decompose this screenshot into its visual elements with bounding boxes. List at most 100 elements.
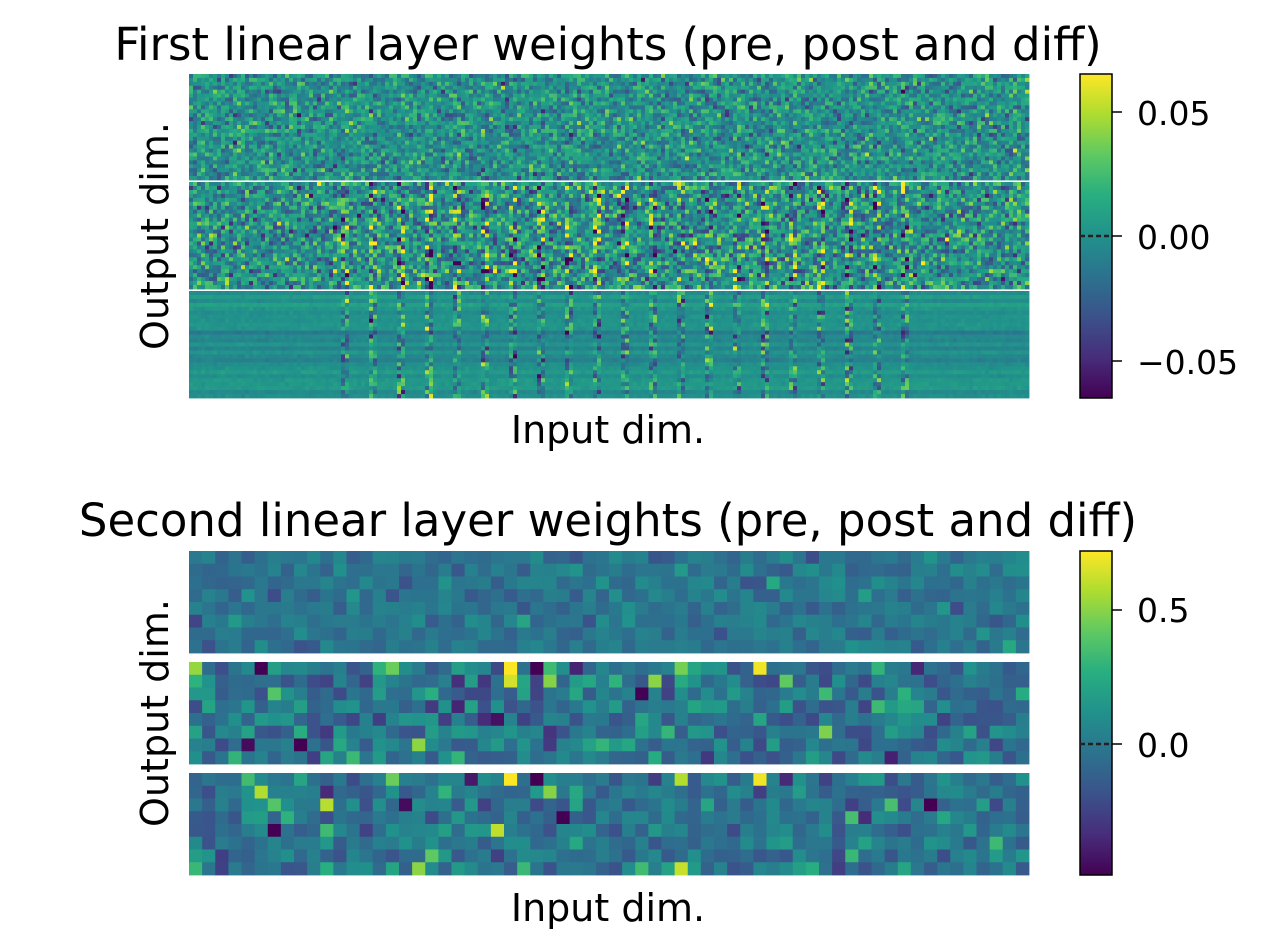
heatmap-cell bbox=[293, 117, 298, 122]
heatmap-cell bbox=[861, 77, 866, 83]
heatmap-cell bbox=[1021, 89, 1026, 95]
heatmap-cell bbox=[593, 148, 598, 153]
heatmap-cell bbox=[557, 97, 562, 102]
heatmap-cell bbox=[809, 128, 814, 134]
heatmap-cell bbox=[229, 152, 234, 157]
heatmap-cell bbox=[989, 113, 994, 118]
heatmap-cell bbox=[513, 101, 518, 106]
heatmap-cell bbox=[685, 74, 690, 79]
heatmap-cell bbox=[717, 113, 722, 118]
heatmap-cell bbox=[245, 125, 250, 130]
heatmap-cell bbox=[297, 81, 302, 87]
heatmap-cell bbox=[197, 89, 202, 95]
heatmap-cell bbox=[333, 89, 338, 95]
heatmap-cell bbox=[329, 148, 334, 153]
heatmap-cell bbox=[677, 113, 682, 118]
heatmap-cell bbox=[1001, 81, 1006, 87]
heatmap-cell bbox=[301, 89, 306, 95]
heatmap-cell bbox=[261, 85, 266, 91]
heatmap-cell bbox=[481, 148, 486, 153]
heatmap-cell bbox=[393, 113, 398, 118]
heatmap-cell bbox=[525, 121, 530, 126]
heatmap-cell bbox=[281, 132, 286, 138]
heatmap-cell bbox=[841, 85, 846, 91]
heatmap-cell bbox=[233, 74, 238, 79]
heatmap-cell bbox=[789, 164, 794, 169]
heatmap-cell bbox=[689, 152, 694, 157]
heatmap-cell bbox=[521, 85, 526, 91]
heatmap-cell bbox=[625, 148, 630, 153]
heatmap-cell bbox=[229, 105, 234, 110]
heatmap-cell bbox=[765, 97, 770, 102]
heatmap-cell bbox=[405, 125, 410, 130]
heatmap-cell bbox=[225, 152, 230, 157]
heatmap-cell bbox=[569, 89, 574, 95]
heatmap-cell bbox=[421, 156, 426, 161]
heatmap-cell bbox=[901, 101, 906, 106]
heatmap-cell bbox=[493, 117, 498, 122]
heatmap-cell bbox=[801, 132, 806, 138]
heatmap-cell bbox=[701, 144, 706, 149]
heatmap-cell bbox=[289, 101, 294, 106]
heatmap-cell bbox=[333, 113, 338, 118]
heatmap-cell bbox=[917, 160, 922, 165]
heatmap-cell bbox=[961, 77, 966, 83]
heatmap-cell bbox=[357, 152, 362, 157]
heatmap-cell bbox=[861, 113, 866, 118]
heatmap-cell bbox=[881, 160, 886, 165]
heatmap-cell bbox=[673, 144, 678, 149]
heatmap-cell bbox=[429, 136, 434, 142]
heatmap-cell bbox=[809, 105, 814, 110]
heatmap-cell bbox=[997, 93, 1002, 98]
heatmap-cell bbox=[737, 121, 742, 126]
heatmap-cell bbox=[625, 121, 630, 126]
heatmap-cell bbox=[485, 148, 490, 153]
heatmap-cell bbox=[673, 121, 678, 126]
heatmap-cell bbox=[325, 164, 330, 169]
heatmap-cell bbox=[837, 85, 842, 91]
heatmap-cell bbox=[909, 77, 914, 83]
heatmap-cell bbox=[257, 89, 262, 95]
heatmap-cell bbox=[885, 109, 890, 114]
heatmap-cell bbox=[1021, 128, 1026, 134]
heatmap-cell bbox=[457, 101, 462, 106]
heatmap-cell bbox=[621, 77, 626, 83]
heatmap-cell bbox=[689, 125, 694, 130]
heatmap-cell bbox=[705, 156, 710, 161]
heatmap-cell bbox=[341, 132, 346, 138]
heatmap-cell bbox=[829, 97, 834, 102]
heatmap-cell bbox=[209, 93, 214, 98]
heatmap-cell bbox=[809, 164, 814, 169]
heatmap-cell bbox=[885, 81, 890, 87]
heatmap-cell bbox=[717, 109, 722, 114]
heatmap-cell bbox=[233, 156, 238, 161]
heatmap-cell bbox=[189, 128, 194, 134]
heatmap-cell bbox=[493, 148, 498, 153]
heatmap-cell bbox=[273, 74, 278, 79]
heatmap-cell bbox=[561, 113, 566, 118]
heatmap-cell bbox=[505, 148, 510, 153]
heatmap-cell bbox=[361, 85, 366, 91]
heatmap-cell bbox=[901, 113, 906, 118]
heatmap-cell bbox=[593, 136, 598, 142]
heatmap-cell bbox=[653, 109, 658, 114]
heatmap-area bbox=[189, 74, 1030, 399]
heatmap-cell bbox=[957, 128, 962, 134]
heatmap-cell bbox=[965, 77, 970, 83]
heatmap-cell bbox=[465, 140, 470, 146]
heatmap-cell bbox=[649, 85, 654, 91]
heatmap-cell bbox=[489, 117, 494, 122]
heatmap-cell bbox=[869, 128, 874, 134]
heatmap-cell bbox=[725, 93, 730, 98]
heatmap-cell bbox=[313, 164, 318, 169]
heatmap-cell bbox=[809, 89, 814, 95]
heatmap-cell bbox=[521, 136, 526, 142]
heatmap-cell bbox=[609, 148, 614, 153]
heatmap-cell bbox=[217, 74, 222, 79]
heatmap-cell bbox=[577, 140, 582, 146]
heatmap-cell bbox=[453, 97, 458, 102]
heatmap-cell bbox=[681, 101, 686, 106]
heatmap-cell bbox=[945, 105, 950, 110]
heatmap-cell bbox=[377, 74, 382, 79]
heatmap-cell bbox=[237, 109, 242, 114]
